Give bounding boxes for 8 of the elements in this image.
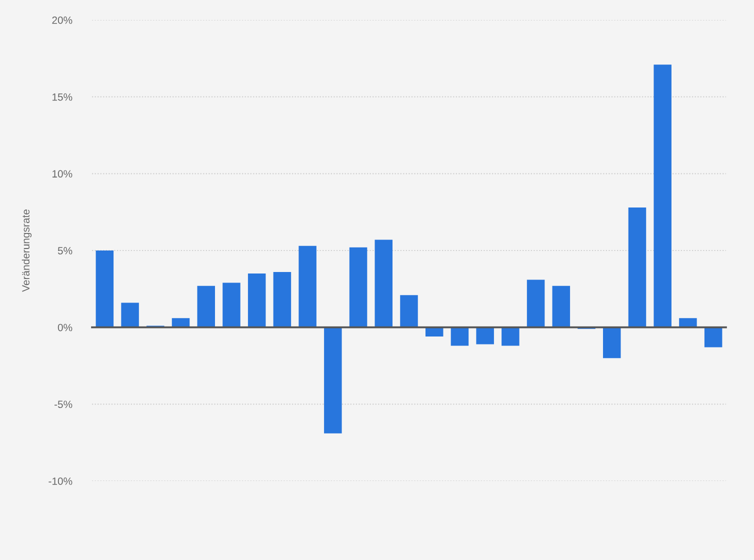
y-tick-label: 15% [52,93,72,101]
y-tick-label: 20% [52,16,72,24]
y-tick-label: 10% [52,170,72,178]
y-tick-label: 5% [58,247,72,254]
y-tick-label: -5% [54,400,72,408]
y-tick-label: 0% [58,324,72,332]
y-axis-title: Veränderungsrate [22,210,32,292]
y-tick-label: -10% [48,478,72,485]
